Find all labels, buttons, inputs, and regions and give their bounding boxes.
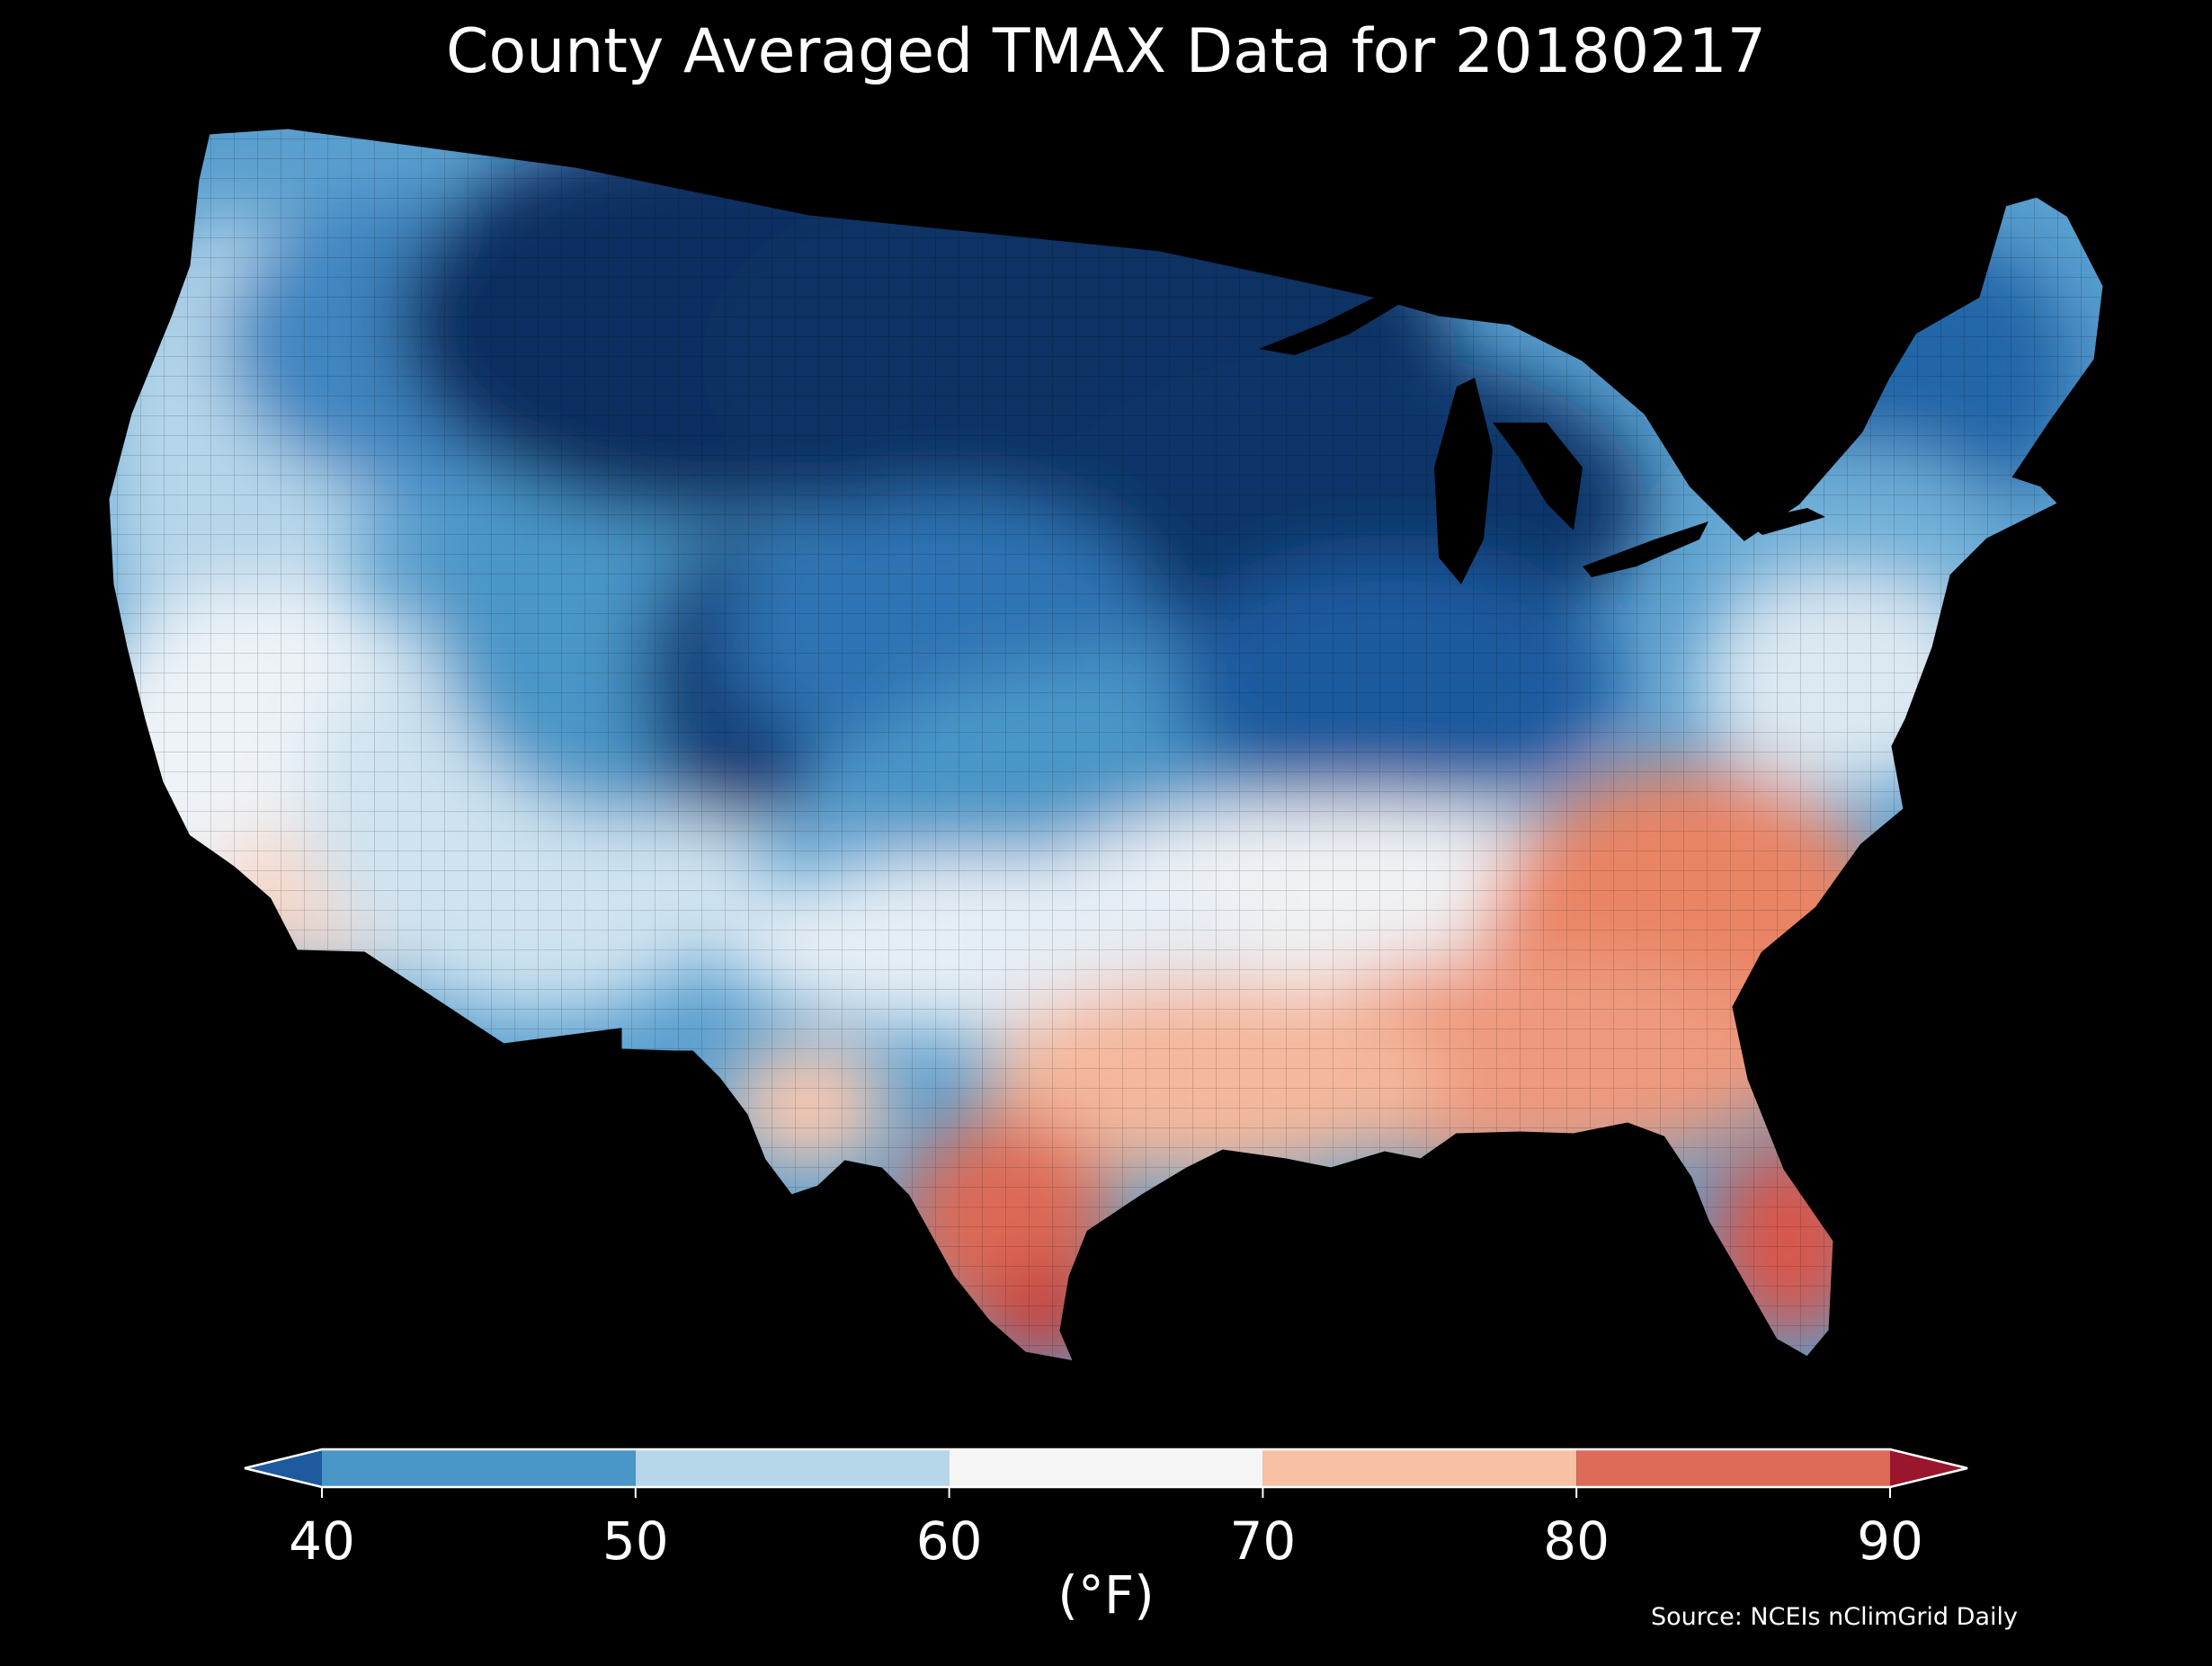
colorbar-extend-high	[1890, 1449, 1967, 1487]
colorbar-tick-label: 60	[916, 1510, 983, 1572]
colorbar-swatch	[949, 1449, 1263, 1487]
colorbar-tick-label: 70	[1229, 1510, 1296, 1572]
colorbar-tick-label: 80	[1543, 1510, 1610, 1572]
source-credit: Source: NCEIs nClimGrid Daily	[1651, 1603, 2018, 1631]
colorbar-swatch	[322, 1449, 636, 1487]
map-title: County Averaged TMAX Data for 20180217	[446, 16, 1766, 87]
colorbar-swatch	[1262, 1449, 1577, 1487]
colorbar-tick-label: 40	[289, 1510, 355, 1572]
colorbar-swatch	[635, 1449, 950, 1487]
colorbar-extend-low	[245, 1449, 322, 1487]
colorbar-tick-label: 50	[602, 1510, 669, 1572]
colorbar-swatch	[1576, 1449, 1890, 1487]
colorbar-unit-label: (°F)	[1057, 1564, 1155, 1626]
colorbar-tick-label: 90	[1857, 1510, 1923, 1572]
great-lakes	[1259, 297, 1825, 584]
